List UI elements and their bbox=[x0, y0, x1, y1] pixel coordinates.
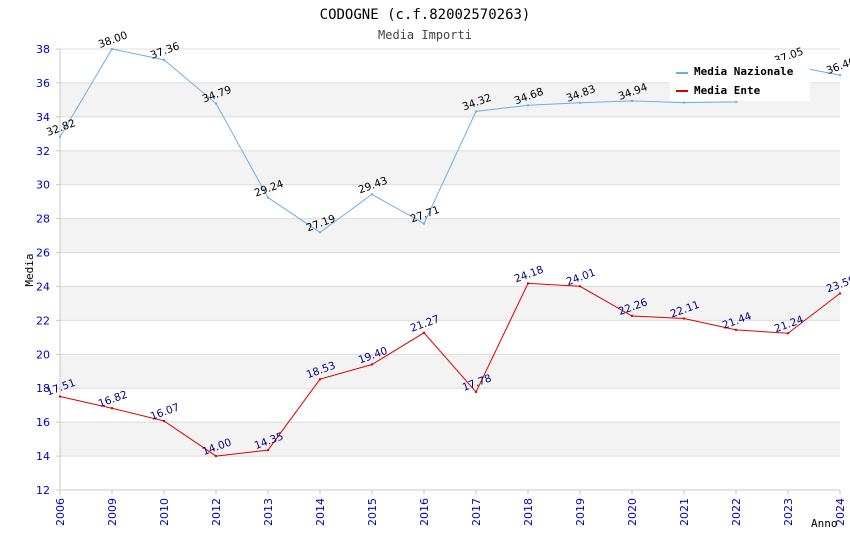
grid-band bbox=[60, 320, 840, 355]
grid-band bbox=[60, 218, 840, 253]
y-tick-label: 36 bbox=[36, 77, 50, 90]
x-axis-label: Anno bbox=[811, 517, 838, 530]
x-tick-label: 2018 bbox=[522, 498, 535, 526]
data-point bbox=[578, 285, 582, 288]
x-tick-label: 2015 bbox=[366, 498, 379, 526]
data-point bbox=[58, 395, 62, 398]
y-tick-label: 26 bbox=[36, 247, 50, 260]
legend-box bbox=[670, 60, 810, 101]
data-point bbox=[682, 317, 686, 320]
x-tick-label: 2021 bbox=[678, 498, 691, 526]
x-tick-label: 2016 bbox=[418, 498, 431, 526]
y-tick-label: 16 bbox=[36, 416, 50, 429]
data-point bbox=[630, 99, 634, 103]
chart-subtitle: Media Importi bbox=[378, 28, 472, 42]
data-point bbox=[422, 331, 426, 334]
data-point bbox=[214, 102, 218, 105]
grid-band bbox=[60, 116, 840, 151]
y-tick-label: 24 bbox=[36, 280, 50, 293]
grid-band bbox=[60, 422, 840, 457]
y-tick-label: 14 bbox=[36, 450, 50, 463]
y-axis-label: Media bbox=[23, 253, 36, 286]
grid-band bbox=[60, 388, 840, 423]
x-tick-label: 2014 bbox=[314, 498, 327, 526]
data-point bbox=[266, 448, 270, 452]
y-tick-label: 12 bbox=[36, 484, 50, 497]
data-point bbox=[318, 378, 322, 381]
series-line-media-nazionale bbox=[59, 48, 841, 234]
data-point bbox=[838, 292, 842, 295]
grid-band bbox=[60, 184, 840, 219]
y-tick-label: 30 bbox=[36, 179, 50, 192]
data-point bbox=[318, 231, 322, 234]
y-tick-label: 32 bbox=[36, 145, 50, 158]
data-point bbox=[370, 363, 374, 366]
x-tick-label: 2013 bbox=[262, 498, 275, 526]
data-point bbox=[58, 135, 62, 139]
y-tick-label: 28 bbox=[36, 213, 50, 226]
y-axis-ticks: 12 14 16 18 20 22 24 26 28 30 32 34 36 38 bbox=[36, 43, 60, 497]
data-point bbox=[526, 104, 530, 107]
x-tick-label: 2020 bbox=[626, 498, 639, 526]
legend[interactable]: Media Nazionale Media Ente bbox=[670, 60, 810, 101]
x-tick-label: 2012 bbox=[210, 498, 223, 526]
x-tick-label: 2023 bbox=[782, 498, 795, 526]
series-lines bbox=[58, 47, 842, 458]
y-tick-label: 34 bbox=[36, 111, 50, 124]
y-tick-label: 22 bbox=[36, 314, 50, 327]
data-point bbox=[110, 407, 114, 410]
data-point bbox=[578, 101, 582, 104]
legend-label-nazionale[interactable]: Media Nazionale bbox=[694, 65, 794, 78]
y-tick-label: 18 bbox=[36, 382, 50, 395]
x-tick-label: 2009 bbox=[106, 498, 119, 526]
data-point bbox=[838, 73, 842, 77]
grid-bands bbox=[60, 48, 840, 491]
data-point bbox=[682, 101, 686, 104]
x-tick-label: 2019 bbox=[574, 498, 587, 526]
data-point bbox=[474, 390, 478, 394]
y-tick-label: 38 bbox=[36, 43, 50, 56]
grid-band bbox=[60, 456, 840, 490]
data-point bbox=[370, 193, 374, 196]
x-axis-ticks: 2006 2009 2010 2012 2013 2014 2015 2016 2017 2018… bbox=[54, 490, 847, 526]
data-point bbox=[422, 222, 426, 225]
x-tick-label: 2024 bbox=[834, 498, 847, 526]
data-point bbox=[214, 454, 218, 458]
y-tick-label: 20 bbox=[36, 348, 50, 361]
data-point bbox=[266, 196, 270, 199]
x-tick-label: 2006 bbox=[54, 498, 67, 526]
x-tick-label: 2022 bbox=[730, 498, 743, 526]
axes bbox=[59, 49, 840, 491]
data-label: 38.00 bbox=[97, 29, 129, 51]
data-point bbox=[630, 314, 634, 318]
data-point bbox=[734, 100, 738, 104]
chart-title: CODOGNE (c.f.82002570263) bbox=[320, 7, 531, 23]
series-line-media-ente bbox=[59, 282, 841, 457]
grid-band bbox=[60, 252, 840, 287]
data-point bbox=[162, 419, 166, 423]
x-tick-label: 2010 bbox=[158, 498, 171, 526]
data-point bbox=[474, 110, 478, 113]
data-point bbox=[110, 47, 114, 51]
grid-band bbox=[60, 286, 840, 321]
legend-label-ente[interactable]: Media Ente bbox=[694, 84, 761, 97]
grid-band bbox=[60, 354, 840, 389]
x-tick-label: 2017 bbox=[470, 498, 483, 526]
data-point bbox=[786, 332, 790, 335]
data-point bbox=[734, 328, 738, 332]
data-point bbox=[162, 58, 166, 62]
data-point bbox=[526, 282, 530, 285]
